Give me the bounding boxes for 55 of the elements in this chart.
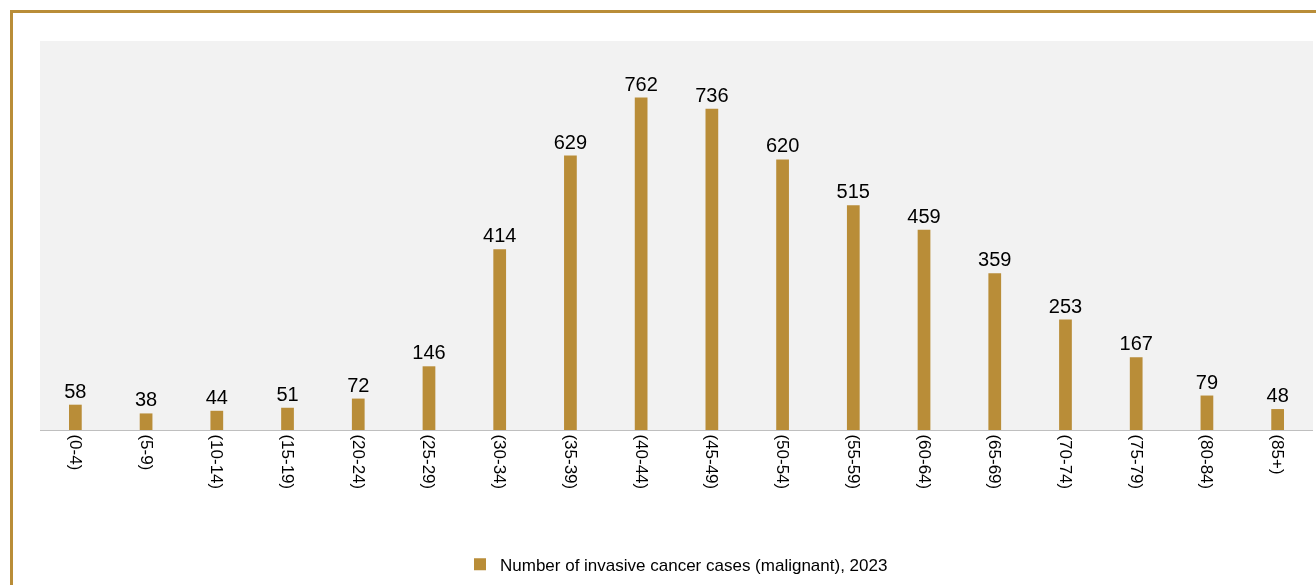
bar — [1200, 395, 1214, 430]
bar — [139, 413, 153, 430]
data-label: 51 — [276, 382, 299, 405]
x-tick-label: (15-19) — [278, 434, 298, 490]
x-tick-label: (10-14) — [207, 434, 227, 490]
x-tick-label: (75-79) — [1126, 434, 1146, 490]
bar — [988, 273, 1002, 430]
data-label: 459 — [907, 204, 941, 227]
x-tick-label: (65-69) — [985, 434, 1005, 490]
bar — [351, 398, 365, 430]
data-label: 48 — [1266, 384, 1289, 407]
bar — [634, 97, 648, 430]
bar — [422, 366, 436, 430]
bar — [210, 410, 224, 430]
data-label: 762 — [624, 72, 658, 95]
data-label: 44 — [205, 385, 228, 408]
bar — [1129, 357, 1143, 430]
data-label: 79 — [1195, 370, 1219, 393]
bar — [1059, 319, 1072, 430]
bar — [705, 108, 719, 430]
bar — [69, 404, 82, 430]
x-tick-label: (5-9) — [136, 434, 156, 471]
x-tick-label: (35-39) — [560, 434, 580, 490]
x-tick-label: (80-84) — [1197, 434, 1217, 490]
data-label: 253 — [1048, 294, 1083, 317]
x-tick-label: (40-44) — [631, 434, 651, 490]
x-tick-label: (20-24) — [348, 434, 368, 490]
data-label: 72 — [347, 373, 370, 396]
bar — [564, 155, 577, 430]
x-tick-label: (25-29) — [419, 434, 439, 490]
data-label: 167 — [1119, 332, 1153, 355]
x-tick-label: (0-4) — [65, 434, 85, 471]
data-label: 38 — [134, 388, 158, 411]
bar — [917, 229, 931, 430]
data-label: 359 — [978, 248, 1012, 271]
x-tick-label: (50-54) — [773, 434, 793, 490]
bar — [776, 159, 789, 430]
bar — [1271, 409, 1284, 430]
data-label: 736 — [695, 83, 729, 106]
data-label: 515 — [836, 180, 870, 203]
bar — [281, 407, 294, 430]
bar — [493, 249, 507, 430]
data-label: 146 — [412, 341, 446, 364]
x-tick-label: (70-74) — [1055, 434, 1075, 490]
x-tick-label: (60-64) — [914, 434, 934, 490]
bar — [846, 205, 860, 430]
x-tick-label: (85+) — [1268, 434, 1288, 475]
legend-label: Number of invasive cancer cases (malignant), 2023 — [500, 555, 888, 575]
x-tick-label: (45-49) — [702, 434, 722, 490]
data-label: 620 — [765, 134, 800, 157]
data-label: 58 — [64, 379, 87, 402]
data-label: 414 — [483, 224, 517, 247]
x-tick-label: (30-34) — [490, 434, 510, 490]
data-label: 629 — [553, 130, 588, 153]
x-tick-label: (55-59) — [843, 434, 863, 490]
